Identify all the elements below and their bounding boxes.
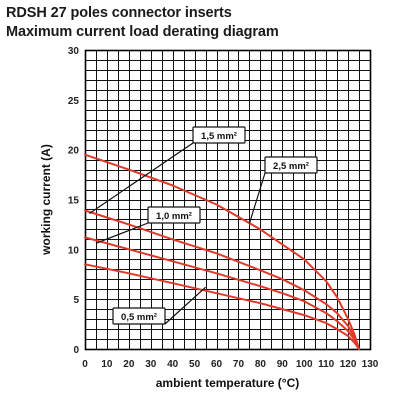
annotation-box (112, 307, 166, 325)
annotation-label: 1,0 mm² (156, 211, 192, 222)
grid (85, 50, 371, 350)
series-line (84, 263, 360, 350)
plot-frame (84, 49, 372, 351)
annotation-label: 0,5 mm² (121, 312, 157, 323)
x-tick-label: 90 (277, 359, 289, 370)
x-tick-label: 30 (145, 359, 157, 370)
x-tick-label: 100 (296, 359, 313, 370)
annotation-box (264, 156, 318, 174)
y-tick-label: 0 (73, 345, 79, 356)
y-tick-label: 30 (68, 46, 80, 57)
x-tick-label: 70 (233, 359, 245, 370)
y-axis-label: working current (A) (39, 144, 53, 256)
x-tick-label: 110 (318, 359, 335, 370)
annotation-label: 2,5 mm² (273, 161, 309, 172)
y-tick-label: 15 (68, 196, 80, 207)
x-tick-label: 80 (255, 359, 267, 370)
chart-title: RDSH 27 poles connector inserts (6, 5, 232, 21)
chart-subtitle: Maximum current load derating diagram (6, 24, 279, 40)
x-tick-label: 60 (211, 359, 223, 370)
y-tick-label: 5 (73, 295, 79, 306)
annotation-leader (95, 222, 149, 244)
series-line (84, 209, 360, 350)
x-tick-label: 40 (167, 359, 179, 370)
annotation-box (192, 126, 246, 144)
y-tick-label: 25 (68, 96, 80, 107)
annotation-leader (248, 172, 266, 224)
annotation-box (147, 206, 201, 224)
x-tick-label: 10 (101, 359, 113, 370)
x-tick-label: 130 (362, 359, 379, 370)
x-tick-label: 20 (123, 359, 135, 370)
x-tick-label: 120 (340, 359, 357, 370)
x-tick-label: 0 (82, 359, 88, 370)
annotation-leader (89, 142, 194, 214)
y-tick-label: 20 (68, 146, 80, 157)
x-tick-label: 50 (189, 359, 201, 370)
annotation-leader (164, 286, 206, 325)
x-axis-label: ambient temperature (°C) (156, 376, 300, 390)
annotation-label: 1,5 mm² (201, 131, 237, 142)
series-line (84, 236, 360, 350)
y-tick-label: 10 (68, 245, 80, 256)
series-line (84, 153, 360, 350)
